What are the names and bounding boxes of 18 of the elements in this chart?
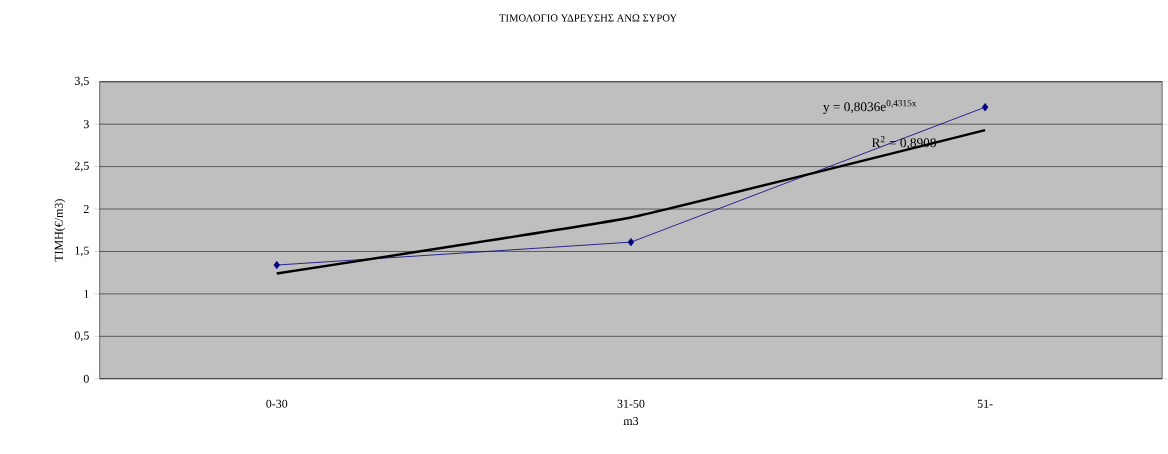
chart-title: ΤΙΜΟΛΟΓΙΟ ΥΔΡΕΥΣΗΣ ΑΝΩ ΣΥΡΟΥ — [499, 14, 677, 22]
y-tick-label: 1,5 — [75, 246, 89, 257]
y-tick-label: 1 — [84, 290, 89, 299]
y-tick-label: 3,5 — [74, 77, 89, 87]
y-tick-label: 2 — [83, 205, 89, 214]
point — [627, 238, 635, 247]
y-tick-label: 0 — [83, 374, 89, 384]
x-tick-label: 31-50 — [617, 399, 645, 409]
x-tick-label: 51- — [977, 399, 993, 409]
point — [981, 103, 989, 112]
y-tick-label: 0,5 — [74, 331, 89, 342]
x-axis-title: m3 — [623, 417, 639, 426]
y-tick-label: 2,5 — [74, 161, 89, 172]
y-tick-label: 3 — [83, 120, 89, 129]
y-axis-title: ΤΙΜΗ(€/m3) — [54, 199, 66, 262]
x-tick-label: 0-30 — [266, 399, 288, 409]
point — [273, 261, 280, 270]
annotation: y = 0,8036e$^{0,4315x}$ — [823, 100, 917, 115]
